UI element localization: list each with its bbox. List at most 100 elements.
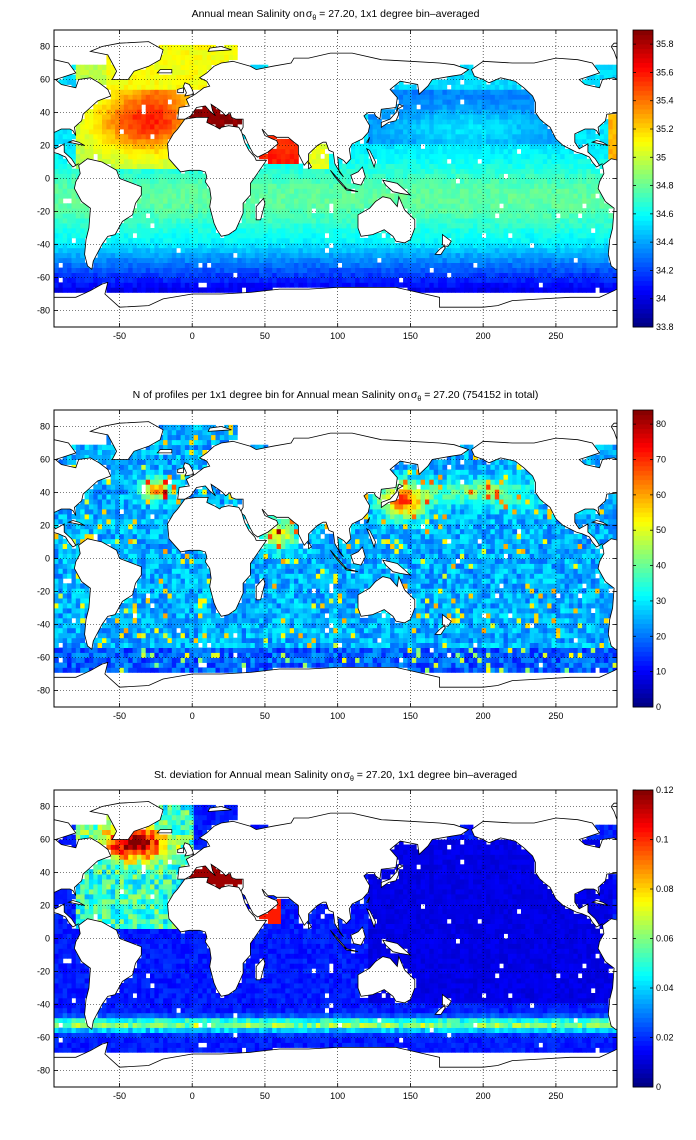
heat-cell [525, 148, 531, 155]
heat-cell [337, 223, 343, 229]
heat-cell [206, 657, 212, 663]
heat-cell [163, 119, 168, 125]
heat-cell [425, 218, 430, 224]
heat-cell [459, 277, 465, 283]
heat-cell [267, 232, 273, 239]
heat-cell [398, 242, 404, 249]
heat-cell [385, 267, 391, 273]
heat-cell [141, 262, 147, 268]
heat-cell [603, 129, 609, 135]
heat-cell [385, 652, 391, 658]
heat-cell [259, 193, 264, 199]
heat-cell [307, 173, 312, 179]
heat-cell [411, 667, 417, 673]
heat-cell [311, 193, 317, 199]
heat-cell [521, 89, 526, 95]
heat-cell [80, 247, 85, 254]
heat-cell [171, 49, 177, 56]
heat-cell [123, 218, 129, 224]
heat-cell [346, 183, 352, 189]
heat-cell [145, 247, 151, 254]
heat-cell [136, 232, 142, 239]
heat-cell [407, 237, 413, 244]
heat-cell [342, 193, 347, 199]
heat-cell [403, 262, 408, 268]
heat-cell [97, 257, 103, 263]
heat-cell [542, 183, 548, 189]
heat-cell [525, 237, 531, 244]
heat-cell [285, 228, 291, 234]
heat-cell [486, 267, 491, 273]
heat-cell [490, 89, 496, 95]
heat-cell [577, 178, 583, 184]
heat-cell [569, 287, 574, 293]
heat-cell [490, 94, 496, 100]
heat-cell [416, 272, 421, 278]
heat-cell [154, 114, 160, 120]
heat-cell [215, 247, 221, 254]
heat-cell [119, 119, 125, 125]
heat-cell [564, 153, 570, 160]
heat-cell [507, 267, 513, 273]
heat-cell [302, 657, 308, 663]
heat-cell [62, 272, 68, 278]
heat-cell [538, 237, 544, 244]
heat-cell [429, 193, 435, 199]
heat-cell [237, 237, 243, 244]
heat-cell [464, 203, 469, 209]
heat-cell [521, 138, 526, 145]
heat-cell [534, 287, 539, 293]
heat-cell [551, 178, 557, 184]
heat-cell [590, 74, 596, 80]
heat-cell [512, 252, 518, 259]
heat-cell [560, 237, 566, 244]
heat-cell [163, 203, 168, 209]
heat-cell [80, 148, 85, 155]
heat-cell [272, 218, 277, 224]
heat-cell [193, 252, 199, 259]
heat-cell [377, 163, 382, 169]
heat-cell [429, 287, 435, 293]
colorbar-segment [633, 94, 653, 101]
colorbar-segment [633, 34, 653, 40]
heat-cell [512, 267, 518, 273]
heat-cell [54, 173, 59, 179]
heat-cell [555, 143, 561, 150]
heat-cell [198, 667, 203, 673]
heat-cell [171, 223, 177, 229]
heat-cell [586, 237, 592, 244]
heat-cell [507, 652, 513, 658]
heat-cell [93, 104, 99, 110]
heat-cell [141, 662, 147, 668]
heat-cell [438, 119, 443, 125]
heat-cell [438, 173, 443, 179]
heat-cell [259, 657, 264, 663]
heat-cell [538, 188, 544, 194]
heat-cell [403, 104, 408, 110]
heat-cell [429, 282, 435, 288]
heat-cell [337, 183, 343, 189]
heat-cell [193, 168, 199, 174]
heat-cell [486, 193, 491, 199]
heat-cell [267, 657, 273, 663]
heat-cell [481, 203, 487, 209]
heat-cell [438, 188, 443, 194]
heat-cell [154, 667, 160, 673]
heat-cell [145, 282, 151, 288]
heat-cell [62, 213, 68, 219]
heat-cell [569, 267, 574, 273]
heat-cell [294, 198, 299, 204]
heat-cell [176, 193, 181, 199]
heat-cell [586, 198, 592, 204]
heat-cell [132, 114, 138, 120]
heat-cell [97, 267, 103, 273]
heat-cell [438, 109, 443, 115]
heat-cell [232, 232, 238, 239]
heat-cell [263, 203, 269, 209]
heat-cell [459, 119, 465, 125]
heat-cell [176, 652, 181, 658]
heat-cell [416, 282, 421, 288]
heat-cell [355, 232, 360, 239]
heat-cell [84, 153, 90, 160]
heat-cell [599, 158, 605, 164]
